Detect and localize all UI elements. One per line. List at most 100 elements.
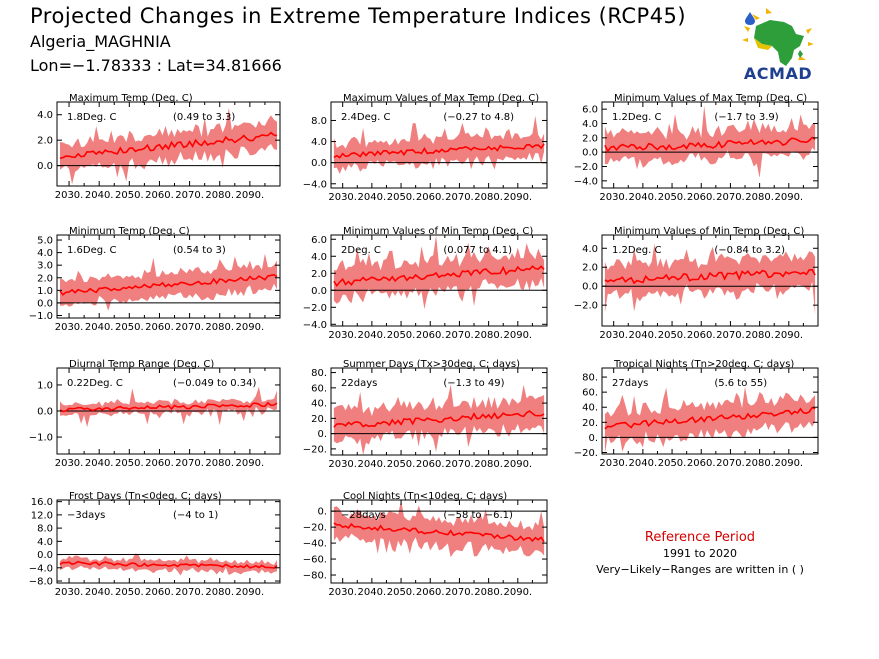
median-series-line — [604, 406, 816, 430]
x-tick-label: 2030. — [55, 587, 84, 598]
plot-frame — [56, 101, 281, 187]
x-tick-label: 2030. — [328, 459, 357, 470]
x-tick-label: 2030. — [599, 192, 628, 203]
y-tick-label: 4.0 — [311, 252, 327, 263]
chart-panel: 2030. 2040. 2050. 2060. 2070. 2080. 2090. 4.0 2.… — [574, 226, 819, 341]
likely-range-band — [60, 107, 277, 185]
y-tick-label: 20. — [582, 418, 598, 429]
x-tick-label: 2070. — [716, 192, 745, 203]
x-tick-label: 2040. — [358, 587, 387, 598]
x-tick-label: 2030. — [599, 458, 628, 469]
x-tick-label: 2060. — [145, 458, 174, 469]
likely-range: (−58 to −6.1) — [443, 510, 513, 521]
y-tick-label: −2.0 — [574, 301, 598, 312]
change-summary: −28days — [341, 510, 386, 521]
x-tick-label: 2040. — [629, 192, 658, 203]
x-tick-label: 2050. — [658, 330, 687, 341]
x-tick-label: 2060. — [687, 192, 716, 203]
y-tick-label: 0.0 — [311, 286, 327, 297]
page-title: Projected Changes in Extreme Temperature… — [30, 4, 687, 28]
chart-panel: 2030. 2040. 2050. 2060. 2070. 2080. 2090. 16.0 1… — [29, 491, 281, 598]
likely-range: (−1.3 to 49) — [443, 378, 504, 389]
y-tick-label: 3.0 — [37, 261, 53, 272]
y-tick-label: 4.0 — [582, 119, 598, 130]
likely-range-band — [60, 253, 277, 311]
x-tick-label: 2030. — [328, 587, 357, 598]
x-tick-label: 2080. — [474, 330, 503, 341]
x-tick-label: 2080. — [745, 192, 774, 203]
change-summary: 1.6Deg. C — [67, 245, 116, 256]
median-series-line — [59, 401, 278, 413]
x-tick-label: 2080. — [205, 587, 234, 598]
x-tick-label: 2080. — [474, 587, 503, 598]
y-tick-label: −2.0 — [303, 303, 327, 314]
median-series-line — [604, 268, 816, 285]
x-tick-label: 2080. — [474, 192, 503, 203]
y-tick-label: 0.0 — [37, 550, 53, 561]
x-tick-label: 2070. — [175, 322, 204, 333]
x-tick-label: 2030. — [55, 190, 84, 201]
chart-title: Cool Nights (Tn<10deg. C; days) — [343, 491, 507, 502]
chart-title: Tropical Nights (Tn>20deg. C; days) — [613, 359, 794, 370]
likely-range: (−0.27 to 4.8) — [443, 112, 514, 123]
reference-title: Reference Period — [644, 530, 756, 545]
median-series-line — [59, 273, 278, 296]
change-summary: 2Deg. C — [341, 245, 381, 256]
y-tick-label: 60. — [582, 388, 598, 399]
change-summary: −3days — [67, 510, 105, 521]
x-tick-label: 2080. — [205, 190, 234, 201]
change-summary: 2.4Deg. C — [341, 112, 390, 123]
chart-title: Summer Days (Tx>30deg. C; days) — [343, 359, 520, 370]
x-tick-label: 2080. — [205, 458, 234, 469]
reference-period: Reference Period 1991 to 2020 Very−Likel… — [590, 530, 810, 576]
change-summary: 1.8Deg. C — [67, 112, 116, 123]
x-tick-label: 2060. — [687, 330, 716, 341]
x-tick-label: 2060. — [145, 322, 174, 333]
y-tick-label: 16.0 — [31, 497, 53, 508]
x-tick-label: 2050. — [115, 322, 144, 333]
plot-frame — [330, 234, 548, 327]
x-tick-label: 2050. — [387, 330, 416, 341]
x-tick-label: 2070. — [716, 458, 745, 469]
x-tick-label: 2060. — [145, 587, 174, 598]
x-tick-label: 2060. — [416, 459, 445, 470]
chart-panel: 2030. 2040. 2050. 2060. 2070. 2080. 2090. 80. 60… — [303, 359, 548, 470]
y-tick-label: 8.0 — [37, 524, 53, 535]
y-tick-label: −60. — [303, 555, 327, 566]
y-tick-label: 4.0 — [582, 244, 598, 255]
y-tick-label: −4.0 — [574, 176, 598, 187]
x-tick-label: 2090. — [774, 458, 803, 469]
y-tick-label: 2.0 — [582, 263, 598, 274]
chart-panel: 2030. 2040. 2050. 2060. 2070. 2080. 2090. 5.04.… — [29, 226, 281, 333]
y-tick-label: 1.0 — [37, 380, 53, 391]
chart-panel: 2030. 2040. 2050. 2060. 2070. 2080. 2090. 1.0 0.… — [29, 359, 281, 469]
y-tick-label: −20. — [303, 523, 327, 534]
y-tick-label: 0.0 — [37, 161, 53, 172]
x-tick-label: 2040. — [85, 322, 114, 333]
likely-range: (−4 to 1) — [173, 510, 218, 521]
range-note: Very−Likely−Ranges are written in ( ) — [596, 563, 804, 576]
y-tick-label: −2.0 — [574, 162, 598, 173]
chart-title: Minimum Temp (Deg. C) — [69, 226, 190, 237]
x-tick-label: 2090. — [503, 459, 532, 470]
median-series-line — [333, 143, 545, 159]
y-tick-label: −20. — [574, 448, 598, 459]
x-tick-label: 2070. — [175, 190, 204, 201]
y-tick-label: 0.0 — [37, 407, 53, 418]
y-tick-label: 4.0 — [311, 137, 327, 148]
likely-range: (0.54 to 3) — [173, 245, 226, 256]
x-tick-label: 2030. — [328, 330, 357, 341]
x-tick-label: 2060. — [416, 587, 445, 598]
chart-title: Diurnal Temp Range (Deg. C) — [69, 359, 214, 370]
y-tick-label: 80. — [582, 373, 598, 384]
likely-range: (0.077 to 4.1) — [443, 245, 512, 256]
median-series-line — [604, 136, 816, 153]
y-tick-label: 0. — [317, 507, 327, 518]
acmad-logo: ACMAD — [743, 64, 813, 83]
x-tick-label: 2050. — [115, 458, 144, 469]
x-tick-label: 2070. — [445, 330, 474, 341]
change-summary: 1.2Deg. C — [612, 245, 661, 256]
y-tick-label: 0.0 — [311, 158, 327, 169]
likely-range-band — [604, 105, 816, 178]
y-tick-label: −4.0 — [29, 563, 53, 574]
